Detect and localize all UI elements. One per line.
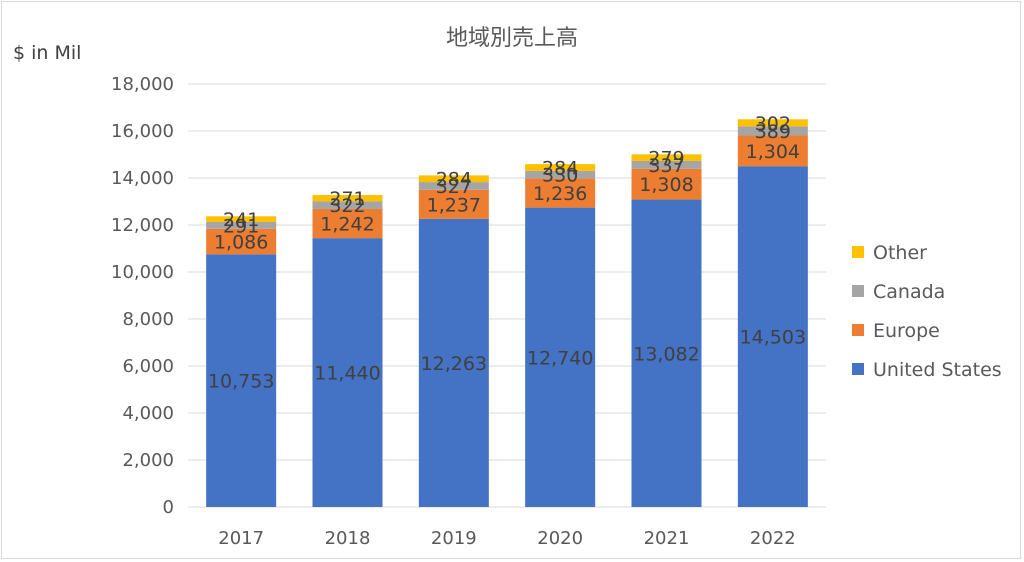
y-tick-label: 14,000: [111, 168, 174, 189]
legend-swatch: [852, 246, 864, 258]
data-label: 1,304: [746, 141, 800, 163]
data-label: 10,753: [208, 371, 274, 393]
bars: [206, 119, 808, 508]
bar-canada: [737, 126, 808, 136]
data-label: 327: [436, 176, 472, 198]
bar-united-states: [631, 199, 702, 507]
y-tick-label: 18,000: [111, 74, 174, 95]
bar-canada: [418, 182, 489, 190]
bar-other: [418, 175, 489, 183]
bar-canada: [631, 160, 702, 169]
bar-united-states: [206, 254, 277, 507]
bar-other: [525, 164, 596, 171]
data-label: 241: [223, 209, 259, 231]
data-label: 11,440: [314, 363, 380, 385]
data-label: 1,237: [427, 194, 481, 216]
data-label: 14,503: [740, 327, 806, 349]
legend-swatch: [852, 324, 864, 336]
data-label: 322: [329, 195, 365, 217]
bar-other: [206, 216, 277, 222]
bar-united-states: [737, 166, 808, 507]
data-label: 302: [755, 113, 791, 135]
data-label: 271: [329, 188, 365, 210]
bar-europe: [525, 178, 596, 208]
x-tick-label: 2019: [431, 528, 477, 549]
bar-europe: [206, 228, 277, 255]
data-label: 12,740: [527, 347, 593, 369]
legend-swatch: [852, 285, 864, 297]
data-label: 1,236: [533, 183, 587, 205]
x-tick-label: 2017: [218, 528, 264, 549]
bar-europe: [737, 135, 808, 167]
bar-united-states: [418, 218, 489, 507]
bar-europe: [312, 208, 383, 239]
legend-label: Canada: [873, 281, 945, 303]
data-label: 1,242: [320, 214, 374, 236]
data-label: 291: [223, 215, 259, 237]
data-label: 13,082: [633, 343, 699, 365]
x-axis-ticks: 2017 2018 2019 2020 2021 2022: [218, 528, 795, 549]
bar-other: [631, 154, 702, 161]
data-label: 330: [542, 165, 578, 187]
data-label: 337: [648, 155, 684, 177]
y-tick-label: 12,000: [111, 215, 174, 236]
data-label: 279: [648, 148, 684, 170]
bar-united-states: [525, 207, 596, 508]
bar-united-states: [312, 238, 383, 507]
x-tick-label: 2021: [644, 528, 690, 549]
y-tick-label: 10,000: [111, 262, 174, 283]
y-tick-label: 2,000: [122, 450, 174, 471]
legend-swatch: [852, 363, 864, 375]
bar-other: [737, 119, 808, 127]
y-tick-label: 16,000: [111, 121, 174, 142]
chart-title: 地域別売上高: [445, 26, 578, 51]
bar-europe: [631, 168, 702, 200]
y-tick-label: 8,000: [122, 309, 174, 330]
data-label: 284: [542, 157, 578, 179]
gridlines: [188, 83, 826, 508]
x-tick-label: 2018: [325, 528, 371, 549]
bar-other: [312, 195, 383, 202]
legend: Other Canada Europe United States: [852, 242, 1002, 381]
data-label: 1,086: [214, 232, 268, 254]
bar-canada: [312, 201, 383, 209]
y-axis-unit-label: $ in Mil: [13, 42, 82, 64]
legend-label: Europe: [873, 320, 940, 342]
x-tick-label: 2020: [537, 528, 583, 549]
legend-label: United States: [873, 359, 1002, 381]
y-tick-label: 4,000: [122, 403, 174, 424]
y-axis-ticks: 0 2,000 4,000 6,000 8,000 10,000 12,000 14,000 1…: [111, 74, 174, 518]
bar-canada: [206, 221, 277, 229]
y-tick-label: 0: [163, 497, 174, 518]
y-tick-label: 6,000: [122, 356, 174, 377]
x-tick-label: 2022: [750, 528, 796, 549]
data-label: 1,308: [639, 174, 693, 196]
legend-label: Other: [873, 242, 927, 264]
data-label: 389: [755, 121, 791, 143]
bar-canada: [525, 170, 596, 179]
bar-europe: [418, 189, 489, 219]
data-label: 284: [436, 169, 472, 191]
data-label: 12,263: [421, 353, 487, 375]
